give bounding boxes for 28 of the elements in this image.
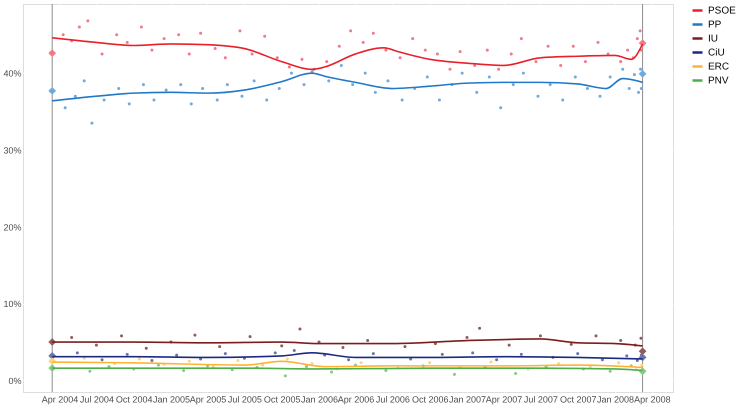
y-tick-label: 40% <box>3 68 22 79</box>
legend-label: CiU <box>708 48 725 58</box>
x-tick-label: Jan 2005 <box>152 394 190 404</box>
x-tick-label: Apr 2005 <box>190 394 226 404</box>
x-tick-label: Apr 2008 <box>634 394 671 404</box>
x-tick-label: Jul 2004 <box>80 394 114 404</box>
y-tick-label: 0% <box>8 376 22 386</box>
x-tick-label: Oct 2006 <box>412 394 448 404</box>
x-tick-label: Jul 2006 <box>376 394 410 404</box>
x-tick-label: Jan 2006 <box>300 394 338 404</box>
x-tick-label: Apr 2007 <box>486 394 522 404</box>
x-tick-label: Oct 2007 <box>560 394 596 404</box>
x-tick-label: Oct 2005 <box>264 394 300 404</box>
x-tick-label: Apr 2004 <box>42 394 78 404</box>
x-tick-label: Jan 2007 <box>448 394 486 404</box>
legend-label: PNV <box>708 76 729 86</box>
legend-label: IU <box>708 34 718 44</box>
x-tick-label: Jul 2005 <box>228 394 262 404</box>
y-tick-label: 30% <box>3 145 22 156</box>
x-tick-label: Oct 2004 <box>116 394 152 404</box>
x-tick-label: Apr 2006 <box>338 394 374 404</box>
y-tick-label: 20% <box>3 222 22 232</box>
x-tick-label: Jan 2008 <box>596 394 634 404</box>
legend-label: PSOE <box>708 6 736 16</box>
y-tick-label: 10% <box>3 299 22 310</box>
legend-label: PP <box>708 20 722 30</box>
legend-label: ERC <box>708 62 730 72</box>
x-tick-label: Jul 2007 <box>524 394 558 404</box>
